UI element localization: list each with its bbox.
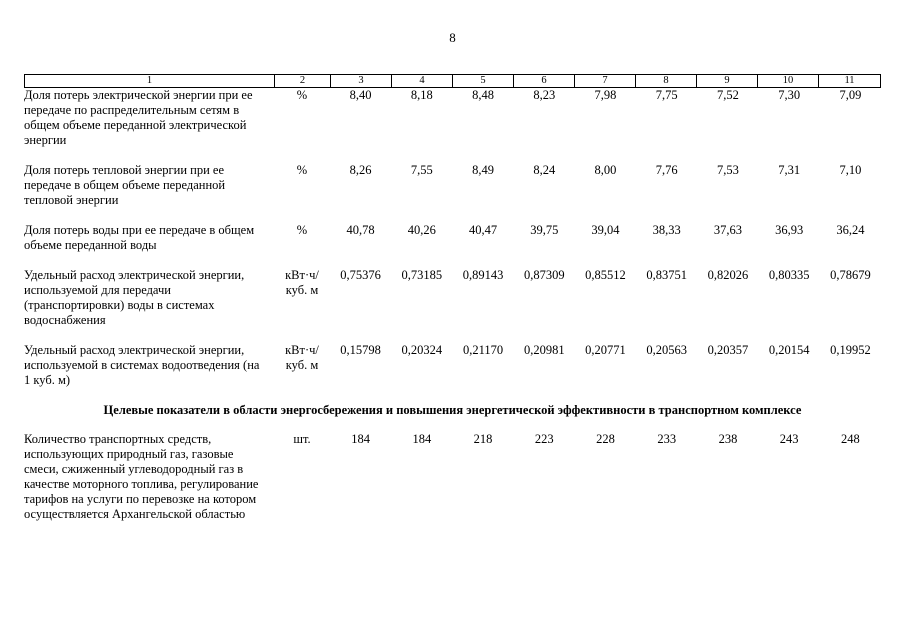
value-cell: 36,93 (775, 223, 804, 237)
value-cell: 7,30 (778, 88, 801, 102)
value-cell: 0,20357 (707, 343, 749, 357)
column-number-cell: 3 (331, 75, 392, 87)
value-cell: 0,19952 (830, 343, 871, 357)
unit-cell: шт. (293, 432, 311, 446)
value-cell: 238 (718, 432, 738, 446)
value-cell: 0,89143 (462, 268, 504, 282)
table-row: Удельный расход электрической энергии, и… (24, 268, 881, 328)
value-cell: 218 (473, 432, 493, 446)
indicator-cell: Доля потерь воды при ее передаче в общем… (24, 223, 255, 252)
value-cell: 228 (596, 432, 615, 446)
value-cell: 37,63 (713, 223, 742, 237)
value-cell: 7,53 (717, 163, 739, 177)
value-cell: 0,78679 (830, 268, 871, 282)
value-cell: 0,85512 (585, 268, 626, 282)
value-cell: 39,75 (530, 223, 559, 237)
value-cell: 243 (779, 432, 799, 446)
value-cell: 8,23 (533, 88, 556, 102)
value-cell: 223 (534, 432, 554, 446)
unit-cell: % (296, 88, 308, 102)
value-cell: 7,10 (839, 163, 862, 177)
value-cell: 0,80335 (768, 268, 810, 282)
indicators-table: 1 2 3 4 5 6 7 8 9 10 11 Доля потерь электрической … (24, 74, 881, 522)
indicator-cell: Удельный расход электрической энергии, и… (24, 268, 245, 327)
indicator-cell: Количество транспортных средств, использ… (24, 432, 259, 521)
column-number-cell: 4 (392, 75, 453, 87)
table-body: Доля потерь электрической энергии при ее… (24, 88, 881, 522)
value-cell: 0,83751 (646, 268, 688, 282)
value-cell: 8,49 (472, 163, 494, 177)
value-cell: 40,47 (468, 223, 498, 237)
page: 8 1 2 3 4 5 6 7 8 9 10 11 Доля потерь электрическо… (24, 30, 881, 522)
value-cell: 36,24 (836, 223, 865, 237)
unit-cell: % (296, 223, 308, 237)
column-number-cell: 2 (275, 75, 331, 87)
column-number-cell: 6 (514, 75, 575, 87)
value-cell: 184 (412, 432, 432, 446)
value-cell: 0,20154 (768, 343, 810, 357)
indicator-cell: Доля потерь электрической энергии при ее… (24, 88, 253, 147)
value-cell: 40,26 (407, 223, 436, 237)
column-number-cell: 5 (453, 75, 514, 87)
value-cell: 7,55 (410, 163, 433, 177)
value-cell: 39,04 (591, 223, 620, 237)
column-number-cell: 7 (575, 75, 636, 87)
unit-cell: кВт·ч/ куб. м (285, 343, 319, 372)
column-number-cell: 1 (25, 75, 275, 87)
column-number-cell: 9 (697, 75, 758, 87)
section-heading: Целевые показатели в области энергосбере… (103, 403, 802, 417)
value-cell: 0,75376 (340, 268, 381, 282)
value-cell: 7,31 (778, 163, 801, 177)
table-row: Удельный расход электрической энергии, и… (24, 343, 881, 388)
unit-cell: кВт·ч/ куб. м (285, 268, 319, 297)
value-cell: 8,26 (349, 163, 372, 177)
indicator-cell: Доля потерь тепловой энергии при ее пере… (24, 163, 226, 207)
value-cell: 0,21170 (462, 343, 504, 357)
value-cell: 0,20981 (523, 343, 565, 357)
value-cell: 8,48 (472, 88, 494, 102)
value-cell: 7,75 (655, 88, 678, 102)
value-cell: 0,20563 (646, 343, 688, 357)
value-cell: 184 (351, 432, 370, 446)
value-cell: 0,20771 (585, 343, 626, 357)
value-cell: 0,87309 (523, 268, 565, 282)
page-number: 8 (449, 30, 456, 45)
column-number-cell: 8 (636, 75, 697, 87)
value-cell: 0,82026 (707, 268, 749, 282)
value-cell: 7,09 (839, 88, 862, 102)
value-cell: 8,40 (349, 88, 372, 102)
table-header-row: 1 2 3 4 5 6 7 8 9 10 11 (24, 74, 881, 88)
value-cell: 38,33 (652, 223, 681, 237)
indicator-cell: Удельный расход электрической энергии, и… (24, 343, 260, 387)
column-number-cell: 11 (844, 75, 855, 86)
table-row: Количество транспортных средств, использ… (24, 432, 881, 522)
value-cell: 7,98 (594, 88, 617, 102)
value-cell: 0,20324 (401, 343, 443, 357)
value-cell: 0,73185 (401, 268, 443, 282)
table-row: Доля потерь электрической энергии при ее… (24, 88, 881, 148)
value-cell: 8,00 (594, 163, 617, 177)
value-cell: 7,52 (717, 88, 739, 102)
unit-cell: % (296, 163, 308, 177)
value-cell: 248 (841, 432, 860, 446)
column-number-cell: 10 (758, 75, 819, 87)
value-cell: 8,18 (410, 88, 433, 102)
table-row: Доля потерь воды при ее передаче в общем… (24, 223, 881, 253)
value-cell: 7,76 (655, 163, 678, 177)
table-row: Доля потерь тепловой энергии при ее пере… (24, 163, 881, 208)
value-cell: 0,15798 (340, 343, 381, 357)
value-cell: 8,24 (533, 163, 556, 177)
value-cell: 40,78 (346, 223, 375, 237)
value-cell: 233 (657, 432, 677, 446)
